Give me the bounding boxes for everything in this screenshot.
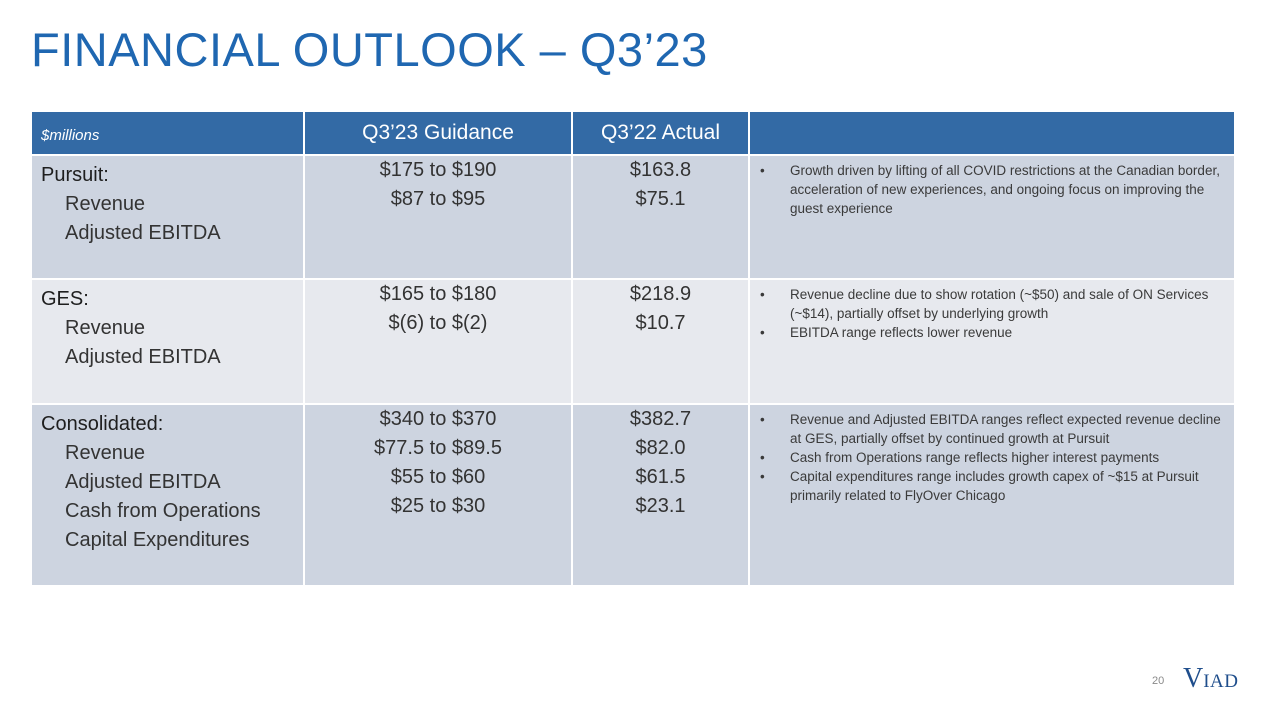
- metric-label: Revenue: [65, 193, 146, 215]
- actual-header: Q3’22 Actual: [571, 110, 750, 156]
- metric-label: Adjusted EBITDA: [65, 471, 221, 493]
- segment-name: Consolidated:: [41, 413, 164, 435]
- notes-list: Revenue decline due to show rotation (~$…: [750, 280, 1234, 342]
- actual-value: $163.8: [629, 159, 692, 181]
- actual-cell: $218.9 $10.7: [571, 278, 750, 405]
- logo-letter: V: [1183, 663, 1204, 694]
- actual-value: $10.7: [635, 312, 686, 334]
- guidance-value: $25 to $30: [390, 495, 486, 517]
- page-number: 20: [1152, 675, 1165, 687]
- financial-outlook-table: $millions Q3’23 Guidance Q3’22 Actual Pu…: [30, 110, 1236, 587]
- metric-label: Adjusted EBITDA: [65, 346, 221, 368]
- note-item: Revenue and Adjusted EBITDA ranges refle…: [760, 410, 1226, 448]
- guidance-value: $(6) to $(2): [388, 312, 488, 334]
- actual-cell: $382.7 $82.0 $61.5 $23.1: [571, 403, 750, 587]
- units-header: $millions: [30, 110, 305, 156]
- metric-label: Revenue: [65, 317, 146, 339]
- metric-label: Revenue: [65, 442, 146, 464]
- guidance-value: $55 to $60: [390, 466, 486, 488]
- note-item: Growth driven by lifting of all COVID re…: [760, 161, 1226, 218]
- notes-cell: Revenue decline due to show rotation (~$…: [748, 278, 1236, 405]
- segment-cell: GES: Revenue Adjusted EBITDA: [30, 278, 305, 405]
- notes-cell: Revenue and Adjusted EBITDA ranges refle…: [748, 403, 1236, 587]
- guidance-value: $340 to $370: [379, 408, 497, 430]
- note-item: Capital expenditures range includes grow…: [760, 467, 1226, 505]
- viad-logo: VIAD: [1183, 665, 1239, 693]
- table-row-pursuit: Pursuit: Revenue Adjusted EBITDA $175 to…: [30, 154, 1236, 280]
- metric-label: Capital Expenditures: [65, 529, 250, 551]
- actual-value: $382.7: [629, 408, 692, 430]
- segment-cell: Pursuit: Revenue Adjusted EBITDA: [30, 154, 305, 280]
- actual-cell: $163.8 $75.1: [571, 154, 750, 280]
- notes-cell: Growth driven by lifting of all COVID re…: [748, 154, 1236, 280]
- metric-label: Cash from Operations: [65, 500, 261, 522]
- segment-name: GES:: [41, 288, 89, 310]
- slide-title: FINANCIAL OUTLOOK – Q3’23: [31, 23, 708, 76]
- actual-value: $61.5: [635, 466, 686, 488]
- segment-name: Pursuit:: [41, 164, 109, 186]
- guidance-value: $77.5 to $89.5: [374, 437, 502, 459]
- guidance-value: $165 to $180: [379, 283, 497, 305]
- segment-cell: Consolidated: Revenue Adjusted EBITDA Ca…: [30, 403, 305, 587]
- table-row-consolidated: Consolidated: Revenue Adjusted EBITDA Ca…: [30, 403, 1236, 587]
- actual-value: $75.1: [635, 188, 686, 210]
- note-item: Revenue decline due to show rotation (~$…: [760, 285, 1226, 323]
- guidance-cell: $165 to $180 $(6) to $(2): [303, 278, 573, 405]
- notes-list: Revenue and Adjusted EBITDA ranges refle…: [750, 405, 1234, 505]
- note-item: EBITDA range reflects lower revenue: [760, 323, 1226, 342]
- actual-value: $23.1: [635, 495, 686, 517]
- logo-letters: IAD: [1203, 671, 1239, 692]
- table-row-ges: GES: Revenue Adjusted EBITDA $165 to $18…: [30, 278, 1236, 405]
- guidance-value: $87 to $95: [390, 188, 486, 210]
- actual-value: $218.9: [629, 283, 692, 305]
- notes-list: Growth driven by lifting of all COVID re…: [750, 156, 1234, 218]
- guidance-header: Q3’23 Guidance: [303, 110, 573, 156]
- notes-header: [748, 110, 1236, 156]
- metric-label: Adjusted EBITDA: [65, 222, 221, 244]
- guidance-cell: $175 to $190 $87 to $95: [303, 154, 573, 280]
- note-item: Cash from Operations range reflects high…: [760, 448, 1226, 467]
- guidance-value: $175 to $190: [379, 159, 497, 181]
- guidance-cell: $340 to $370 $77.5 to $89.5 $55 to $60 $…: [303, 403, 573, 587]
- actual-value: $82.0: [635, 437, 686, 459]
- table-header-row: $millions Q3’23 Guidance Q3’22 Actual: [30, 110, 1236, 156]
